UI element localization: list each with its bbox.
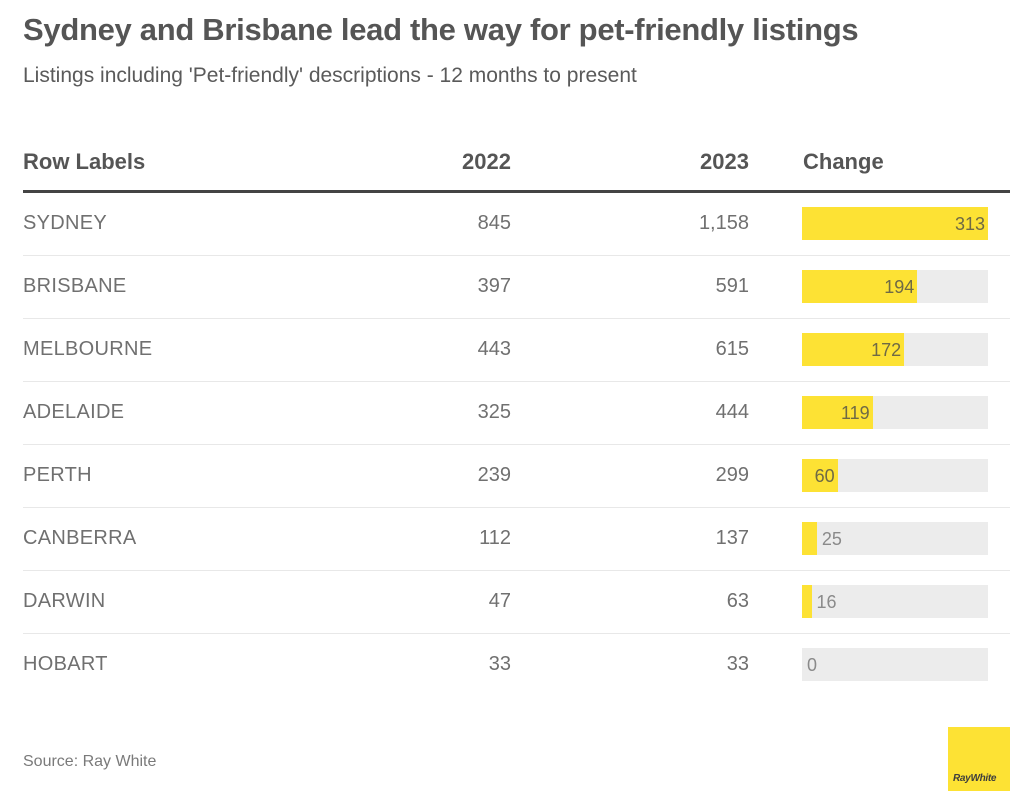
row-label: SYDNEY [23,212,108,234]
change-bar-label: 119 [841,403,870,423]
row-label: ADELAIDE [23,401,125,423]
row-label: DARWIN [23,590,106,612]
change-bar-label: 16 [816,592,837,612]
row-label: MELBOURNE [23,338,153,360]
value-2023: 33 [726,653,749,675]
table-row: BRISBANE 397 591 194 [23,256,1010,319]
change-bar-track: 0 [802,648,988,681]
table-body: SYDNEY 845 1,158 313 BRISBANE 397 591 194 MELBOU… [23,193,1010,696]
value-2022: 112 [479,527,511,549]
value-2022: 845 [477,212,511,234]
change-bar [802,396,873,429]
table-row: ADELAIDE 325 444 119 [23,382,1010,445]
change-bar-label: 0 [807,655,818,675]
column-header-change: Change [803,149,884,174]
change-bar-track: 16 [802,585,988,618]
change-bar-track: 119 [802,396,988,429]
value-2023: 444 [715,401,749,423]
change-bar-label: 194 [884,277,915,297]
source-note: Source: Ray White [23,753,157,770]
change-bar-label: 25 [821,529,842,549]
value-2022: 239 [477,464,511,486]
column-header-2023: 2023 [700,149,749,174]
table-row: MELBOURNE 443 615 172 [23,319,1010,382]
change-bar [802,459,838,492]
column-header-2022: 2022 [462,149,511,174]
row-label: PERTH [23,464,92,486]
row-label: HOBART [23,653,108,675]
value-2022: 443 [477,338,511,360]
chart-title: Sydney and Brisbane lead the way for pet… [23,12,859,47]
data-table: Row Labels 2022 2023 Change SYDNEY 845 1,1… [23,132,1010,696]
ray-white-logo: RayWhite [948,727,1010,791]
chart-subtitle: Listings including 'Pet-friendly' descri… [23,64,637,87]
change-bar-track: 194 [802,270,988,303]
change-bar [802,522,817,555]
value-2023: 615 [715,338,749,360]
value-2023: 63 [726,590,749,612]
table-row: CANBERRA 112 137 25 [23,508,1010,571]
change-bar-label: 313 [954,214,985,234]
row-label: BRISBANE [23,275,127,297]
value-2022: 325 [477,401,511,423]
table-row: PERTH 239 299 60 [23,445,1010,508]
change-bar [802,207,988,240]
value-2023: 591 [715,275,749,297]
change-bar-track: 313 [802,207,988,240]
table-header: Row Labels 2022 2023 Change [23,132,1010,193]
value-2023: 1,158 [698,212,749,234]
change-bar-track: 172 [802,333,988,366]
change-bar-track: 25 [802,522,988,555]
logo-text: RayWhite [953,773,997,784]
table-row: HOBART 33 33 0 [23,634,1010,696]
column-header-row-labels: Row Labels [23,149,146,174]
value-2022: 47 [488,590,511,612]
change-bar-label: 60 [814,466,835,486]
table-row: DARWIN 47 63 16 [23,571,1010,634]
table-row: SYDNEY 845 1,158 313 [23,193,1010,256]
value-2023: 137 [715,527,749,549]
change-bar [802,333,905,366]
value-2022: 33 [488,653,511,675]
change-bar [802,270,918,303]
value-2023: 299 [715,464,749,486]
change-bar-label: 172 [871,340,902,360]
value-2022: 397 [477,275,511,297]
change-bar [802,585,812,618]
change-bar-track: 60 [802,459,988,492]
row-label: CANBERRA [23,527,137,549]
